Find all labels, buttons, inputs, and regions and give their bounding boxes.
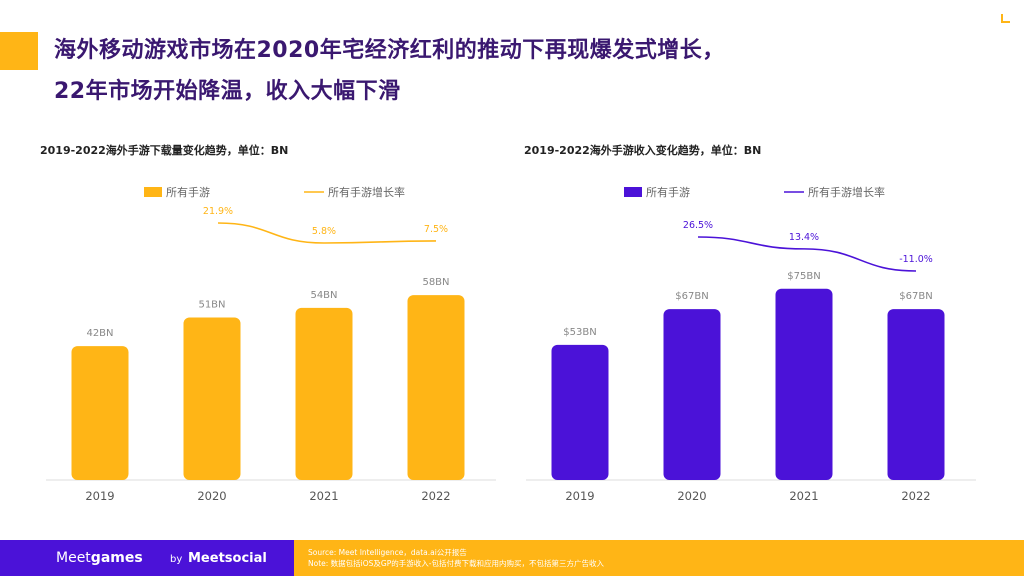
- title-line-1: 海外移动游戏市场在2020年宅经济红利的推动下再现爆发式增长，: [54, 38, 725, 63]
- downloads-chart: 所有手游 所有手游增长率 42BN 2019 51BN 2020 54BN 2021 58BN 2…: [46, 185, 496, 503]
- growth-line: [697, 236, 917, 272]
- legend-line-label: 所有手游增长率: [328, 185, 405, 199]
- bar-2020: [663, 309, 721, 480]
- tick-label-2020: 2020: [677, 489, 706, 503]
- growth-label-2020: 26.5%: [683, 220, 713, 231]
- note-text: Note: 数据包括iOS及GP的手游收入-包括付费下载和应用内购买，不包括第三…: [308, 559, 604, 568]
- legend-bar-swatch: [624, 187, 642, 197]
- meetsocial-logo: Meetsocial: [188, 551, 267, 566]
- source-text: Source: Meet Intelligence，data.ai公开报告: [308, 548, 467, 557]
- right-chart-title: 2019-2022海外手游收入变化趋势，单位：BN: [524, 144, 762, 157]
- bar-2021: [295, 307, 353, 480]
- bar-label-2020: $67BN: [675, 291, 708, 302]
- growth-label-2020: 21.9%: [203, 206, 233, 217]
- bar-2022: [887, 309, 945, 480]
- bar-2019: [71, 346, 129, 480]
- footer-source-panel: [294, 540, 1024, 576]
- bar-2021: [775, 288, 833, 480]
- tick-label-2022: 2022: [901, 489, 930, 503]
- tick-label-2019: 2019: [85, 489, 114, 503]
- left-chart-title: 2019-2022海外手游下载量变化趋势，单位：BN: [40, 144, 289, 157]
- growth-line: [217, 222, 437, 244]
- growth-label-2021: 5.8%: [312, 226, 336, 237]
- bar-label-2021: $75BN: [787, 271, 820, 282]
- growth-label-2022: 7.5%: [424, 224, 448, 235]
- bar-label-2019: 42BN: [86, 328, 113, 339]
- logo-prefix: Meet: [56, 550, 91, 566]
- corner-mark-icon: [1001, 14, 1010, 23]
- bar-2020: [183, 317, 241, 480]
- legend-bar-label: 所有手游: [166, 185, 210, 199]
- bar-label-2022: 58BN: [422, 277, 449, 288]
- growth-label-2021: 13.4%: [789, 232, 819, 243]
- page-title: 海外移动游戏市场在2020年宅经济红利的推动下再现爆发式增长， 22年市场开始降…: [54, 30, 954, 112]
- meetgames-logo: Meetgames: [56, 550, 143, 566]
- tick-label-2022: 2022: [421, 489, 450, 503]
- bar-label-2019: $53BN: [563, 327, 596, 338]
- bar-label-2021: 54BN: [310, 290, 337, 301]
- logo-suffix: games: [90, 550, 143, 566]
- accent-bar: [0, 32, 38, 70]
- legend-bar-swatch: [144, 187, 162, 197]
- legend-bar-label: 所有手游: [646, 185, 690, 199]
- revenue-chart: 所有手游 所有手游增长率 $53BN 2019 $67BN 2020 $75BN 2021 $6…: [526, 185, 976, 503]
- tick-label-2021: 2021: [309, 489, 338, 503]
- tick-label-2021: 2021: [789, 489, 818, 503]
- bar-label-2020: 51BN: [198, 299, 225, 310]
- title-line-2: 22年市场开始降温，收入大幅下滑: [54, 79, 401, 104]
- bar-2022: [407, 295, 465, 480]
- bar-label-2022: $67BN: [899, 291, 932, 302]
- bar-2019: [551, 344, 609, 480]
- legend-line-label: 所有手游增长率: [808, 185, 885, 199]
- logo-by: by: [170, 554, 183, 565]
- tick-label-2019: 2019: [565, 489, 594, 503]
- growth-label-2022: -11.0%: [899, 254, 933, 265]
- tick-label-2020: 2020: [197, 489, 226, 503]
